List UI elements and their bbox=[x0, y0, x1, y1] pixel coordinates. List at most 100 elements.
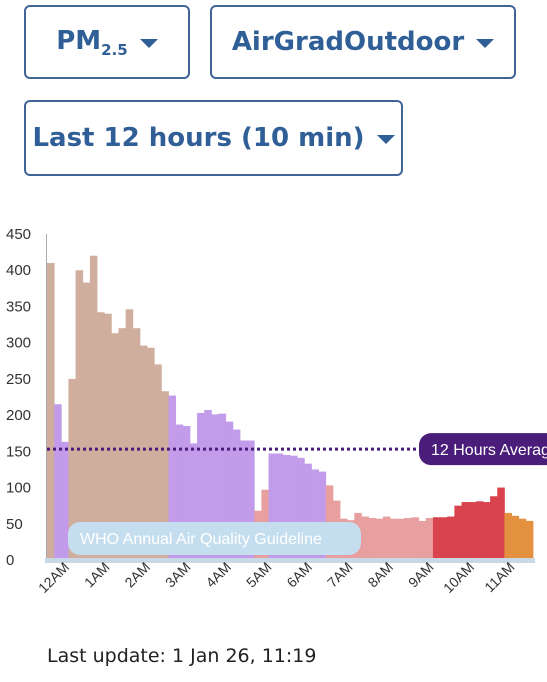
bar bbox=[97, 312, 105, 560]
bar bbox=[282, 454, 291, 560]
bar bbox=[68, 378, 76, 560]
bar bbox=[175, 424, 184, 560]
pm25-bar-chart: 0 50 100 150 200 250 300 350 400 450 12AM 1AM 2AM 3A… bbox=[6, 226, 547, 596]
bar bbox=[225, 421, 234, 560]
x-tick-label: 1AM bbox=[81, 559, 113, 591]
bar bbox=[525, 520, 534, 560]
bar bbox=[440, 517, 448, 560]
bar bbox=[204, 410, 212, 560]
bar bbox=[290, 455, 298, 560]
bar bbox=[382, 516, 391, 560]
x-tick-label: 5AM bbox=[243, 559, 275, 591]
x-tick-label: 9AM bbox=[405, 559, 437, 591]
bar bbox=[411, 517, 420, 560]
bar bbox=[168, 395, 177, 560]
y-tick-label: 250 bbox=[6, 371, 31, 388]
y-tick-label: 150 bbox=[6, 443, 31, 460]
bar bbox=[54, 404, 62, 560]
bar bbox=[397, 518, 405, 560]
chevron-down-icon bbox=[376, 135, 395, 144]
bar bbox=[418, 520, 427, 560]
bar bbox=[447, 516, 455, 560]
who-guideline-label: WHO Annual Air Quality Guideline bbox=[80, 531, 322, 548]
bar bbox=[154, 364, 162, 560]
x-tick-label: 4AM bbox=[202, 559, 234, 591]
x-tick-label: 3AM bbox=[162, 559, 194, 591]
bar bbox=[132, 328, 141, 560]
bar bbox=[139, 345, 148, 560]
bar bbox=[518, 518, 527, 560]
bar bbox=[490, 496, 498, 560]
bar bbox=[468, 502, 477, 560]
bar bbox=[211, 414, 219, 560]
bar bbox=[297, 457, 305, 560]
bar bbox=[247, 440, 255, 560]
x-tick-label: 8AM bbox=[364, 559, 396, 591]
x-tick-label: 11AM bbox=[481, 559, 517, 595]
x-tick-label: 6AM bbox=[283, 559, 315, 591]
bar bbox=[482, 502, 491, 560]
x-tick-label: 2AM bbox=[121, 559, 153, 591]
bar bbox=[275, 453, 284, 560]
x-tick-label: 12AM bbox=[35, 559, 72, 596]
bar bbox=[368, 517, 377, 560]
bar bbox=[390, 518, 398, 560]
x-tick-label: 10AM bbox=[440, 559, 477, 596]
bar bbox=[268, 453, 277, 560]
bar bbox=[504, 512, 512, 560]
bar bbox=[189, 443, 198, 560]
pollutant-label: PM2.5 bbox=[56, 25, 128, 59]
bar bbox=[311, 469, 319, 560]
bar bbox=[239, 440, 248, 560]
bar bbox=[461, 502, 470, 560]
chevron-down-icon bbox=[476, 39, 495, 48]
bar bbox=[118, 328, 127, 560]
sensor-dropdown[interactable]: AirGradOutdoor bbox=[210, 5, 516, 79]
chart-overlays: 12 Hours Average WHO Annual Air Quality G… bbox=[47, 433, 547, 555]
bar bbox=[454, 505, 462, 560]
bar bbox=[89, 255, 98, 561]
time-range-dropdown[interactable]: Last 12 hours (10 min) bbox=[24, 100, 403, 176]
bar bbox=[304, 463, 312, 560]
bar bbox=[197, 412, 205, 560]
pollutant-dropdown[interactable]: PM2.5 bbox=[24, 5, 190, 79]
last-update-text: Last update: 1 Jan 26, 11:19 bbox=[47, 645, 317, 667]
chevron-down-icon bbox=[139, 39, 158, 48]
x-tick-label: 7AM bbox=[324, 559, 356, 591]
bar bbox=[511, 515, 520, 560]
bar bbox=[182, 425, 191, 560]
y-axis: 0 50 100 150 200 250 300 350 400 450 bbox=[6, 226, 47, 569]
y-tick-label: 400 bbox=[6, 262, 31, 279]
bar-series bbox=[47, 255, 534, 561]
bar bbox=[125, 309, 134, 560]
bar bbox=[111, 333, 119, 560]
x-axis: 12AM 1AM 2AM 3AM 4AM 5AM 6AM 7AM 8AM 9AM 10AM 11AM bbox=[35, 558, 535, 596]
bar bbox=[161, 391, 169, 560]
bar bbox=[318, 471, 327, 560]
bar bbox=[47, 262, 55, 560]
y-tick-label: 350 bbox=[6, 298, 31, 315]
bar bbox=[104, 313, 112, 560]
bar bbox=[61, 441, 69, 560]
bar bbox=[375, 518, 384, 560]
y-tick-label: 50 bbox=[6, 516, 23, 533]
average-label: 12 Hours Average bbox=[431, 442, 547, 459]
sensor-label: AirGradOutdoor bbox=[231, 27, 465, 57]
y-tick-label: 100 bbox=[6, 480, 31, 497]
who-guideline-badge bbox=[68, 522, 361, 555]
bar bbox=[147, 347, 155, 560]
bar bbox=[361, 516, 370, 560]
bar bbox=[75, 270, 84, 560]
bar bbox=[232, 429, 241, 560]
y-tick-label: 0 bbox=[6, 552, 14, 569]
bar bbox=[404, 517, 412, 560]
bar bbox=[497, 487, 505, 560]
y-tick-label: 450 bbox=[6, 226, 31, 243]
x-axis-line bbox=[45, 558, 535, 563]
bar bbox=[475, 501, 484, 560]
average-label-badge bbox=[419, 433, 547, 466]
bar bbox=[425, 517, 434, 560]
bar bbox=[218, 413, 227, 560]
y-tick-label: 200 bbox=[6, 407, 31, 424]
y-tick-label: 300 bbox=[6, 335, 31, 352]
